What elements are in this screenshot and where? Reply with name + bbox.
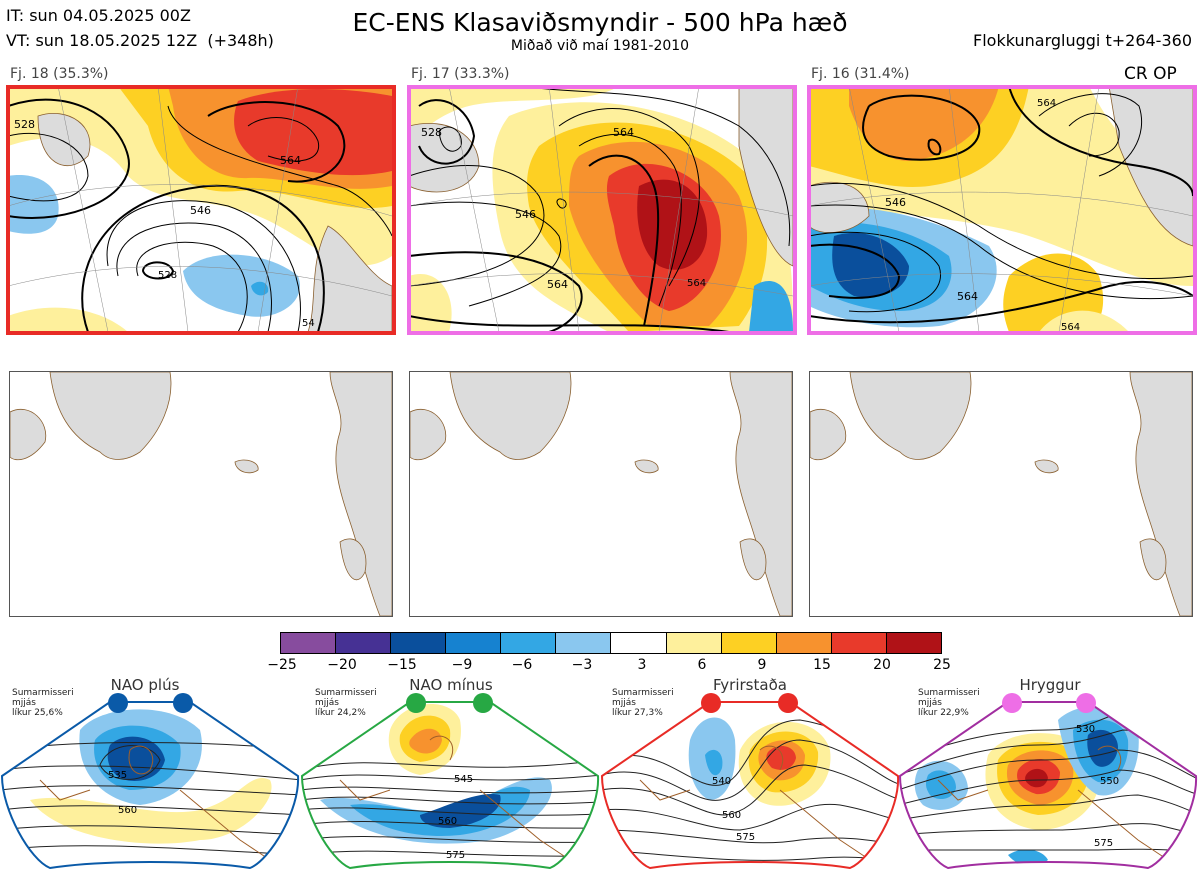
- colorbar-tick-label: −3: [571, 657, 593, 673]
- regime-name: Fyrirstaða: [713, 676, 787, 694]
- colorbar-segment: [830, 633, 886, 653]
- height-contours: [8, 98, 392, 332]
- contour-label: 564: [613, 126, 634, 139]
- page-title: EC-ENS Klasaviðsmyndir - 500 hPa hæð: [352, 8, 848, 37]
- colorbar-tick-label: −6: [511, 657, 533, 673]
- contour-label: 564: [1061, 322, 1080, 332]
- contour-label: 564: [957, 290, 978, 303]
- contour-label: 535: [108, 770, 127, 781]
- contour-label: 575: [736, 832, 755, 843]
- contour-label: 560: [438, 816, 457, 827]
- colorbar-tick-label: 3: [637, 657, 647, 673]
- colorbar-segment: [610, 633, 666, 653]
- regime-info: Sumarmisseri mjjás líkur 22,9%: [918, 688, 980, 718]
- anomaly-shading: [8, 86, 392, 332]
- colorbar-tick-label: 9: [757, 657, 767, 673]
- contour-label: 528: [158, 270, 177, 281]
- contour-label: 560: [722, 810, 741, 821]
- regime-map-1: 535 560: [0, 693, 300, 870]
- base-map-2: [409, 371, 793, 617]
- colorbar-segment: [775, 633, 831, 653]
- contour-label: 575: [446, 850, 465, 861]
- cluster-frame-1: [6, 85, 396, 335]
- contour-label: 528: [14, 118, 35, 131]
- colorbar-segment: [281, 633, 336, 653]
- cluster-map-1: 528 546 564 528 54: [8, 86, 392, 332]
- contour-label: 546: [515, 208, 536, 221]
- colorbar-tick-label: 20: [873, 657, 891, 673]
- colorbar-segment: [885, 633, 941, 653]
- regime-name: NAO mínus: [409, 676, 493, 694]
- colorbar-segment: [445, 633, 501, 653]
- contour-label: 528: [421, 126, 442, 139]
- regime-info: Sumarmisseri mjjás líkur 27,3%: [612, 688, 674, 718]
- colorbar-segment: [335, 633, 391, 653]
- init-time: IT: sun 04.05.2025 00Z: [6, 6, 191, 25]
- contour-label: 564: [280, 154, 301, 167]
- colorbar-tick-label: −9: [451, 657, 473, 673]
- colorbar-tick-label: 25: [933, 657, 951, 673]
- contour-label: 564: [687, 278, 706, 289]
- cr-op-label: CR OP: [1124, 64, 1177, 84]
- colorbar-segment: [500, 633, 556, 653]
- colorbar-segment: [390, 633, 446, 653]
- colorbar-tick-label: −20: [327, 657, 357, 673]
- contour-label: 530: [1076, 724, 1095, 735]
- colorbar-tick-label: 6: [697, 657, 707, 673]
- colorbar-tick-label: −25: [267, 657, 297, 673]
- cluster-label-2: Fj. 17 (33.3%): [411, 66, 510, 82]
- colorbar-tick-label: −15: [387, 657, 417, 673]
- regime-name: NAO plús: [110, 676, 180, 694]
- colorbar-segment: [720, 633, 776, 653]
- contour-label: 546: [190, 204, 211, 217]
- regime-map-2: 545 560 575: [300, 693, 600, 870]
- cluster-map-3: 546 564 564 564: [809, 86, 1193, 332]
- cluster-label-3: Fj. 16 (31.4%): [811, 66, 910, 82]
- colorbar-segment: [665, 633, 721, 653]
- regime-map-3: 540 560 575: [600, 693, 900, 870]
- cluster-label-1: Fj. 18 (35.3%): [10, 66, 109, 82]
- classification-window: Flokkunargluggi t+264-360: [973, 31, 1192, 50]
- cluster-frame-2: [407, 85, 797, 335]
- contour-label: 545: [454, 774, 473, 785]
- contour-label: 564: [547, 278, 568, 291]
- colorbar-tick-label: 15: [813, 657, 831, 673]
- regime-info: Sumarmisseri mjjás líkur 25,6%: [12, 688, 74, 718]
- regime-info: Sumarmisseri mjjás líkur 24,2%: [315, 688, 377, 718]
- contour-label: 546: [885, 196, 906, 209]
- base-map-3: [809, 371, 1193, 617]
- contour-label: 550: [1100, 776, 1119, 787]
- valid-time: VT: sun 18.05.2025 12Z (+348h): [6, 31, 274, 50]
- regime-name: Hryggur: [1019, 676, 1081, 694]
- cluster-map-2: 528 546 564 564 564: [409, 86, 793, 332]
- page-subtitle: Miðað við maí 1981-2010: [510, 38, 690, 54]
- contour-label: 540: [712, 776, 731, 787]
- contour-label: 564: [1037, 98, 1056, 109]
- colorbar: [280, 632, 942, 654]
- regime-map-4: 530 550 575: [898, 693, 1198, 870]
- contour-label: 54: [302, 318, 315, 329]
- cluster-frame-3: [807, 85, 1197, 335]
- contour-label: 560: [118, 805, 137, 816]
- colorbar-segment: [555, 633, 611, 653]
- base-map-1: [9, 371, 393, 617]
- contour-label: 575: [1094, 838, 1113, 849]
